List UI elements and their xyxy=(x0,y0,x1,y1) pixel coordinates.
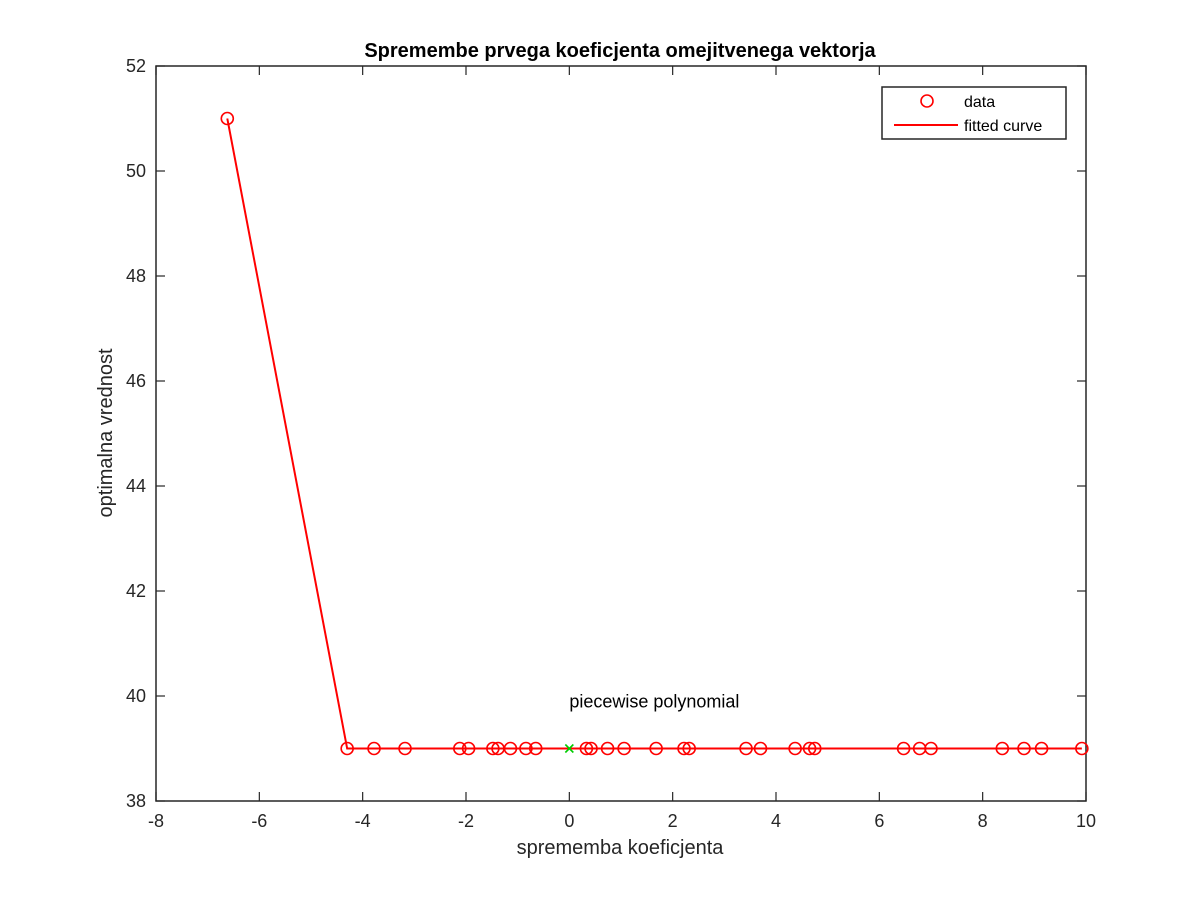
data-point xyxy=(528,741,543,756)
data-point xyxy=(398,741,412,756)
fitted-curve-line xyxy=(226,118,1082,750)
legend-label-fitted-curve: fitted curve xyxy=(964,118,1042,135)
data-point xyxy=(788,741,802,756)
data-point xyxy=(367,741,381,756)
x-tick-label: -8 xyxy=(148,811,164,831)
legend-marker-data xyxy=(920,94,934,108)
x-tick-label: 4 xyxy=(771,811,781,831)
data-point xyxy=(677,741,691,756)
x-tick-label: -4 xyxy=(355,811,371,831)
data-point xyxy=(995,741,1010,756)
y-tick-label: 52 xyxy=(126,56,146,76)
data-point xyxy=(739,741,753,756)
y-tick-label: 50 xyxy=(126,161,146,181)
data-point xyxy=(1075,741,1089,756)
x-tick-label: -2 xyxy=(458,811,474,831)
data-point xyxy=(807,741,822,756)
data-point xyxy=(461,741,476,756)
data-point xyxy=(924,741,938,756)
data-point xyxy=(1034,741,1049,756)
legend-box xyxy=(881,86,1067,140)
data-point xyxy=(452,741,467,756)
x-tick-label: 10 xyxy=(1076,811,1096,831)
data-point xyxy=(1017,741,1031,756)
x-tick-label: 8 xyxy=(978,811,988,831)
data-point xyxy=(220,111,235,126)
data-point xyxy=(579,741,594,756)
data-point xyxy=(682,741,697,756)
data-point xyxy=(617,741,631,756)
x-tick-label: 2 xyxy=(668,811,678,831)
y-tick-label: 46 xyxy=(126,371,146,391)
x-marker xyxy=(564,743,574,754)
y-tick-label: 48 xyxy=(126,266,146,286)
x-tick-label: 6 xyxy=(874,811,884,831)
legend: data fitted curve xyxy=(881,86,1067,140)
x-marker-stroke xyxy=(564,743,574,754)
data-point xyxy=(600,741,615,756)
chart-title: Spremembe prvega koeficjenta omejitveneg… xyxy=(364,40,876,62)
data-point xyxy=(753,741,768,756)
y-tick-label: 42 xyxy=(126,581,146,601)
data-point xyxy=(486,741,500,756)
x-tick-label: -6 xyxy=(251,811,267,831)
data-point xyxy=(503,741,518,756)
x-tick-label: 0 xyxy=(564,811,574,831)
legend-label-data: data xyxy=(964,94,995,111)
data-point xyxy=(802,741,817,756)
data-point xyxy=(519,741,533,756)
x-axis-label: sprememba koeficjenta xyxy=(517,837,725,859)
axes-box xyxy=(155,65,1087,802)
data-point xyxy=(649,741,663,756)
data-point xyxy=(896,741,911,756)
y-tick-label: 40 xyxy=(126,686,146,706)
data-point xyxy=(340,741,354,756)
plot-area: -8 -6 -4 -2 0 2 4 6 8 103840424446485052piecewise… xyxy=(126,56,1096,831)
y-tick-label: 44 xyxy=(126,476,146,496)
data-point xyxy=(584,741,598,756)
y-tick-label: 38 xyxy=(126,791,146,811)
y-axis-label: optimalna vrednost xyxy=(95,348,117,517)
annotation-text: piecewise polynomial xyxy=(569,691,739,711)
